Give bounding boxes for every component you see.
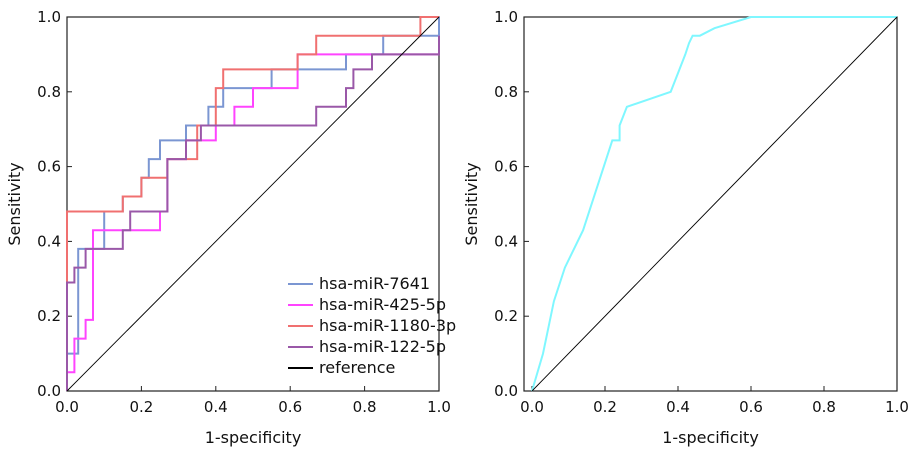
y-tick-label: 1.0 bbox=[494, 8, 518, 26]
y-tick-label: 0.4 bbox=[37, 232, 61, 250]
x-tick-label: 1.0 bbox=[427, 398, 451, 416]
series-line-series-1 bbox=[531, 16, 898, 392]
x-axis-title: 1-specificity bbox=[662, 428, 759, 447]
y-tick-label: 0.6 bbox=[37, 158, 61, 176]
legend-label-hsa-mir-425-5p: hsa-miR-425-5p bbox=[319, 295, 446, 314]
x-tick-label: 0.4 bbox=[204, 398, 228, 416]
y-tick-label: 0.4 bbox=[494, 232, 518, 250]
series-line-hsa-mir-122-5p bbox=[66, 35, 440, 391]
x-tick-label: 0.6 bbox=[739, 398, 763, 416]
legend-label-hsa-mir-7641: hsa-miR-7641 bbox=[319, 274, 430, 293]
x-tick-label: 0.0 bbox=[520, 398, 544, 416]
x-tick-label: 1.0 bbox=[885, 398, 909, 416]
y-axis-title: Sensitivity bbox=[5, 162, 24, 245]
x-tick-label: 0.4 bbox=[666, 398, 690, 416]
x-tick-label: 0.2 bbox=[593, 398, 617, 416]
legend-label-hsa-mir-1180-3p: hsa-miR-1180-3p bbox=[319, 316, 456, 335]
legend-label-reference: reference bbox=[319, 358, 395, 377]
y-tick-label: 0.2 bbox=[37, 307, 61, 325]
x-tick-label: 0.6 bbox=[278, 398, 302, 416]
plot-frame bbox=[66, 16, 440, 392]
legend-label-hsa-mir-122-5p: hsa-miR-122-5p bbox=[319, 337, 446, 356]
y-tick-label: 1.0 bbox=[37, 8, 61, 26]
plot-frame bbox=[523, 16, 898, 392]
y-tick-label: 0.0 bbox=[37, 382, 61, 400]
x-tick-label: 0.8 bbox=[812, 398, 836, 416]
x-axis-title: 1-specificity bbox=[205, 428, 302, 447]
y-tick-label: 0.8 bbox=[494, 83, 518, 101]
y-tick-label: 0.6 bbox=[494, 158, 518, 176]
y-tick-label: 0.8 bbox=[37, 83, 61, 101]
x-tick-label: 0.0 bbox=[55, 398, 79, 416]
x-tick-label: 0.2 bbox=[129, 398, 153, 416]
y-tick-label: 0.2 bbox=[494, 307, 518, 325]
series-line-series-0 bbox=[531, 16, 897, 392]
roc-panel-right: 0.0 0.2 0.4 0.6 0.8 1.0 0.0 0.2 0.4 0.6 0.8 1.0 1-sp… bbox=[462, 8, 909, 447]
y-tick-label: 0.0 bbox=[494, 382, 518, 400]
roc-panel-left: 0.0 0.2 0.4 0.6 0.8 1.0 0.0 0.2 0.4 0.6 0.8 1.0 1-sp… bbox=[5, 8, 456, 447]
series-line-reference bbox=[66, 16, 440, 392]
y-axis-title: Sensitivity bbox=[462, 162, 481, 245]
x-tick-label: 0.8 bbox=[353, 398, 377, 416]
